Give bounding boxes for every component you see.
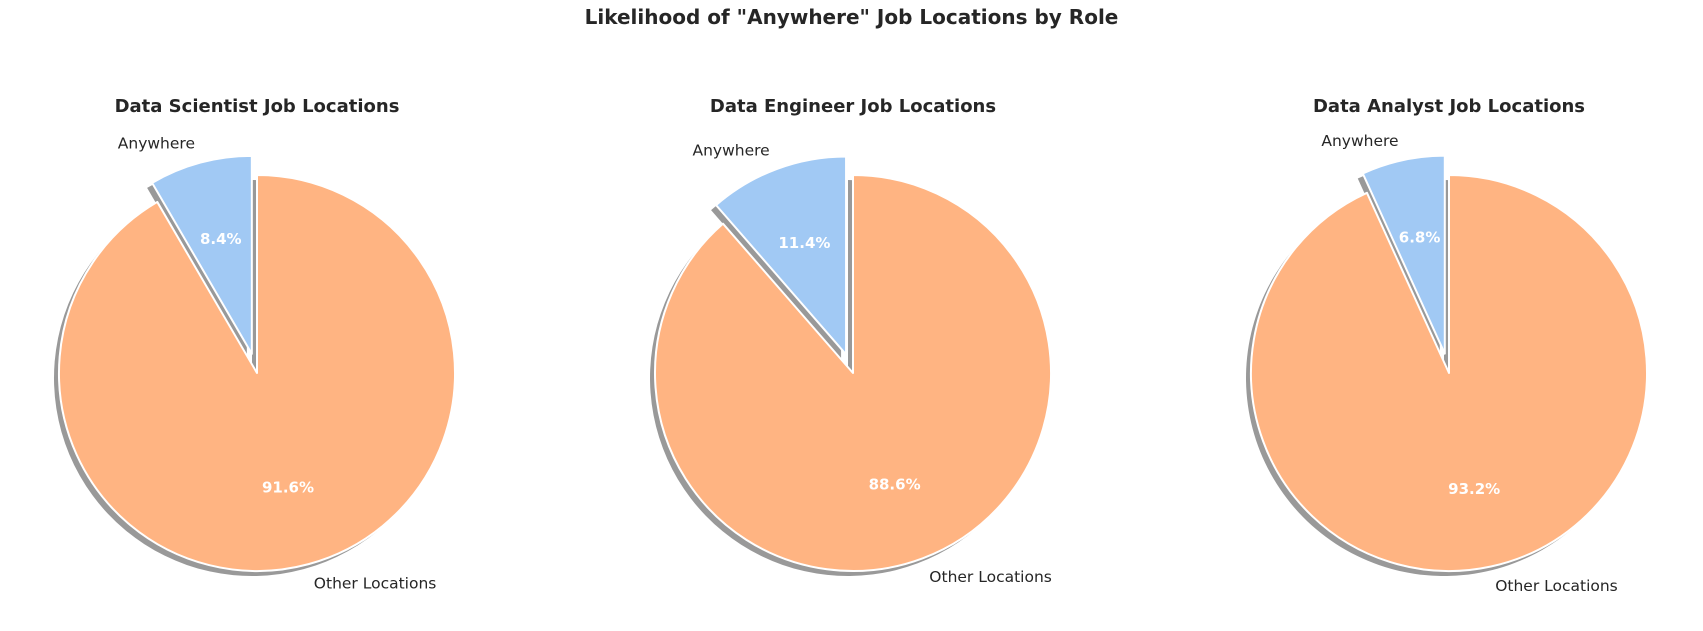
pie-slice-2-1 xyxy=(715,155,848,356)
pie-pct-2-2: 88.6% xyxy=(869,475,921,493)
pie-label-2-2: Other Locations xyxy=(929,568,1052,586)
pie-pct-3-1: 6.8% xyxy=(1399,229,1441,247)
pie-label-3-1: Anywhere xyxy=(1321,132,1398,150)
pie-slice-2-2 xyxy=(654,174,1052,572)
pie-pct-1-2: 91.6% xyxy=(262,479,314,497)
pie-slice-3-1 xyxy=(1361,154,1446,355)
pie-title-1: Data Scientist Job Locations xyxy=(115,96,400,117)
pie-chart-2: Data Engineer Job Locations Anywhere 11.4%… xyxy=(650,96,1052,586)
pie-slice-1-1 xyxy=(151,154,253,355)
pie-label-1-2: Other Locations xyxy=(314,574,437,592)
pie-chart-3: Data Analyst Job Locations Anywhere 6.8% Ot… xyxy=(1245,96,1648,595)
pie-pct-1-1: 8.4% xyxy=(200,230,242,248)
pie-label-1-1: Anywhere xyxy=(118,135,195,153)
pie-label-2-1: Anywhere xyxy=(692,142,769,160)
pie-label-3-2: Other Locations xyxy=(1495,577,1618,595)
figure-title: Likelihood of "Anywhere" Job Locations b… xyxy=(584,5,1119,29)
pie-title-2: Data Engineer Job Locations xyxy=(710,96,996,117)
pie-slice-3-2 xyxy=(1250,174,1648,572)
pie-chart-1: Data Scientist Job Locations Anywhere 8.4%… xyxy=(53,96,456,592)
pie-slice-1-2 xyxy=(58,174,456,572)
pie-title-3: Data Analyst Job Locations xyxy=(1313,96,1585,117)
pie-pct-3-2: 93.2% xyxy=(1448,480,1500,498)
pie-pct-2-1: 11.4% xyxy=(778,234,830,252)
